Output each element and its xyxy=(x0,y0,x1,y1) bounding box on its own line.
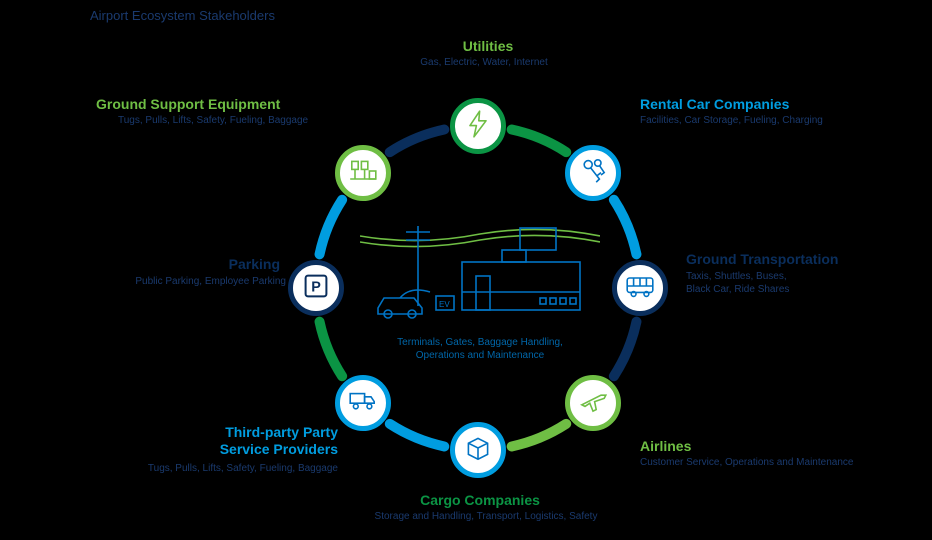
svg-text:EV: EV xyxy=(439,300,450,309)
utilities-icon xyxy=(462,108,494,145)
node-utilities-sub: Gas, Electric, Water, Internet xyxy=(404,56,564,69)
node-thirdparty-sub: Tugs, Pulls, Lifts, Safety, Fueling, Bag… xyxy=(134,462,338,475)
node-gse-sub: Tugs, Pulls, Lifts, Safety, Fueling, Bag… xyxy=(118,114,358,127)
node-cargo xyxy=(450,422,506,478)
ground-icon xyxy=(624,270,656,307)
node-rental-sub: Facilities, Car Storage, Fueling, Chargi… xyxy=(640,114,880,127)
node-airlines xyxy=(565,375,621,431)
node-thirdparty-title: Third-party Party Service Providers xyxy=(168,424,338,458)
center-illustration: EV xyxy=(360,206,600,346)
node-parking-title: Parking xyxy=(200,256,280,273)
airlines-icon xyxy=(577,384,609,421)
gse-icon xyxy=(347,155,379,192)
node-parking: P xyxy=(288,260,344,316)
node-ground-sub: Taxis, Shuttles, Buses, Black Car, Ride … xyxy=(686,270,866,296)
node-gse-title: Ground Support Equipment xyxy=(96,96,356,113)
node-ground xyxy=(612,260,668,316)
rental-icon xyxy=(577,155,609,192)
svg-text:P: P xyxy=(311,279,321,295)
node-cargo-sub: Storage and Handling, Transport, Logisti… xyxy=(356,510,616,523)
node-utilities xyxy=(450,98,506,154)
node-ground-title: Ground Transportation xyxy=(686,251,896,268)
node-utilities-title: Utilities xyxy=(448,38,528,55)
node-parking-sub: Public Parking, Employee Parking xyxy=(96,275,286,288)
node-rental-title: Rental Car Companies xyxy=(640,96,840,113)
node-cargo-title: Cargo Companies xyxy=(400,492,560,509)
thirdparty-icon xyxy=(347,384,379,421)
parking-icon: P xyxy=(300,270,332,307)
center-caption: Terminals, Gates, Baggage Handling, Oper… xyxy=(380,336,580,362)
node-rental xyxy=(565,145,621,201)
node-airlines-sub: Customer Service, Operations and Mainten… xyxy=(640,456,920,469)
node-airlines-title: Airlines xyxy=(640,438,740,455)
cargo-icon xyxy=(462,432,494,469)
node-thirdparty xyxy=(335,375,391,431)
